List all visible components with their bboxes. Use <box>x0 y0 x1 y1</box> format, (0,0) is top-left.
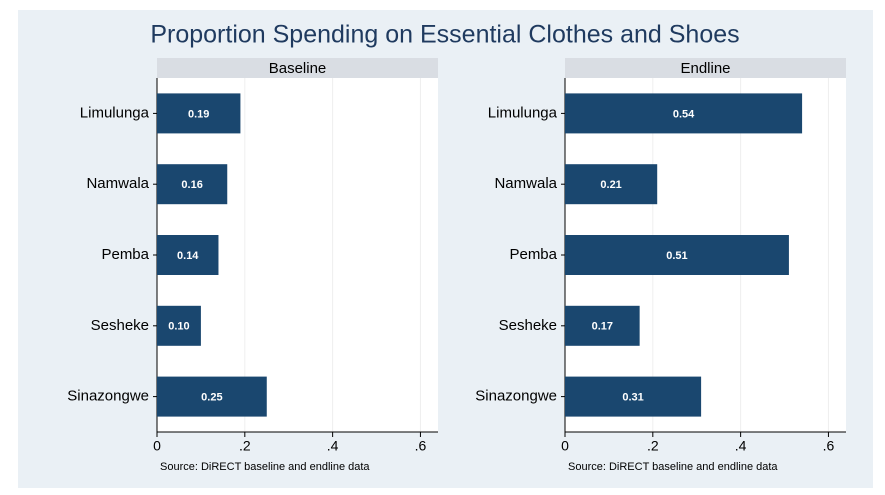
x-tick-label: 0 <box>153 438 161 454</box>
bar <box>157 235 219 275</box>
y-tick-label: Sinazongwe <box>475 388 557 405</box>
bar <box>565 376 702 417</box>
panel-header <box>157 58 438 78</box>
panel-title: Endline <box>680 60 730 77</box>
panel-title: Baseline <box>269 60 327 77</box>
bar <box>157 376 267 417</box>
data-label: 0.17 <box>592 321 613 333</box>
data-label: 0.19 <box>188 108 209 120</box>
data-label: 0.21 <box>600 179 621 191</box>
bar <box>565 164 658 205</box>
data-label: 0.25 <box>201 392 222 404</box>
y-tick-label: Sesheke <box>91 317 149 334</box>
chart-title: Proportion Spending on Essential Clothes… <box>150 21 739 49</box>
bar <box>157 93 241 134</box>
x-tick-label: .2 <box>239 438 251 454</box>
data-label: 0.54 <box>673 108 695 120</box>
y-tick-label: Pemba <box>509 246 557 263</box>
data-label: 0.14 <box>177 250 199 262</box>
y-tick-label: Namwala <box>494 175 557 192</box>
y-tick-label: Pemba <box>101 246 149 263</box>
bar <box>157 305 201 346</box>
bar <box>565 305 640 346</box>
panel-header <box>565 58 846 78</box>
x-tick-label: 0 <box>561 438 569 454</box>
data-label: 0.16 <box>181 179 202 191</box>
y-tick-label: Sesheke <box>499 317 557 334</box>
y-tick-label: Namwala <box>86 175 149 192</box>
x-tick-label: .6 <box>415 438 427 454</box>
x-tick-label: .2 <box>647 438 659 454</box>
y-tick-label: Limulunga <box>488 104 558 121</box>
bar <box>157 164 228 205</box>
x-tick-label: .4 <box>327 438 339 454</box>
source-note: Source: DiRECT baseline and endline data <box>568 461 778 473</box>
x-tick-label: .4 <box>735 438 747 454</box>
source-note: Source: DiRECT baseline and endline data <box>160 461 370 473</box>
y-tick-label: Limulunga <box>80 104 150 121</box>
bar <box>565 93 803 134</box>
y-tick-label: Sinazongwe <box>67 388 149 405</box>
data-label: 0.10 <box>168 321 189 333</box>
bar <box>565 235 789 275</box>
data-label: 0.31 <box>622 392 643 404</box>
data-label: 0.51 <box>666 250 687 262</box>
x-tick-label: .6 <box>823 438 835 454</box>
